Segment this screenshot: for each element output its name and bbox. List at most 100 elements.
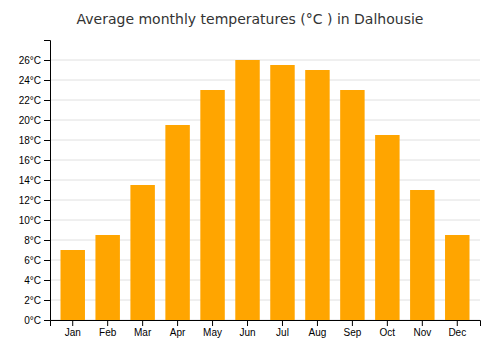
- y-tick: 16°C: [19, 155, 50, 166]
- grid-line: [50, 180, 480, 181]
- y-axis: 0°C 2°C 4°C 6°C 8°C 10°C 12°C 14°C 16°C 18°C 20°C 2…: [19, 41, 51, 326]
- x-tick: Feb: [99, 320, 117, 338]
- x-tick-label: Aug: [309, 327, 327, 338]
- x-tick-mark: [457, 320, 458, 326]
- y-tick-mark: [44, 180, 50, 181]
- x-tick: Nov: [413, 320, 431, 338]
- bar: [305, 70, 329, 320]
- x-tick-label: Oct: [380, 327, 396, 338]
- title: Average monthly temperatures (°C ) in Da…: [77, 11, 424, 27]
- y-tick-label: 4°C: [24, 275, 41, 286]
- grid: [50, 60, 480, 320]
- x-tick-mark: [142, 320, 143, 326]
- y-tick-mark: [44, 220, 50, 221]
- y-tick-label: 14°C: [19, 175, 41, 186]
- y-tick: 6°C: [24, 255, 50, 266]
- bar: [235, 60, 259, 320]
- bar: [375, 135, 399, 320]
- y-tick-label: 20°C: [19, 115, 41, 126]
- bar: [95, 235, 119, 320]
- x-tick-label: Dec: [448, 327, 466, 338]
- y-tick-mark: [44, 100, 50, 101]
- y-tick-label: 0°C: [24, 315, 41, 326]
- x-tick-mark: [212, 320, 213, 326]
- y-tick-mark: [44, 60, 50, 61]
- y-tick-label: 6°C: [24, 255, 41, 266]
- x-tick-label: Nov: [413, 327, 431, 338]
- x-tick-mark: [387, 320, 388, 326]
- y-tick: 24°C: [19, 75, 50, 86]
- y-tick: 2°C: [24, 295, 50, 306]
- y-tick-label: 24°C: [19, 75, 41, 86]
- x-axis-line: [51, 321, 481, 327]
- y-tick-label: 18°C: [19, 135, 41, 146]
- x-tick: Dec: [448, 320, 466, 338]
- x-tick-mark: [317, 320, 318, 326]
- x-tick: Mar: [134, 320, 152, 338]
- y-tick: 0°C: [24, 315, 50, 326]
- y-tick-label: 22°C: [19, 95, 41, 106]
- x-tick-mark: [247, 320, 248, 326]
- x-tick-label: Jun: [239, 327, 255, 338]
- x-tick-label: Feb: [99, 327, 117, 338]
- y-tick: 20°C: [19, 115, 50, 126]
- x-tick: Oct: [380, 320, 396, 338]
- bar: [340, 90, 364, 320]
- y-tick: 8°C: [24, 235, 50, 246]
- bar: [60, 250, 84, 320]
- grid-line: [50, 160, 480, 161]
- x-tick-label: Apr: [170, 327, 186, 338]
- chart: Jan Feb Mar Apr May Jun Jul Aug Sep Oct Nov Dec 0°C 2…: [0, 0, 500, 350]
- bar: [165, 125, 189, 320]
- y-tick: 4°C: [24, 275, 50, 286]
- y-tick: 18°C: [19, 135, 50, 146]
- grid-line: [50, 100, 480, 101]
- x-tick-label: Mar: [134, 327, 152, 338]
- x-tick-label: Jan: [65, 327, 81, 338]
- y-tick-label: 26°C: [19, 55, 41, 66]
- x-tick-label: Jul: [276, 327, 289, 338]
- x-tick: Apr: [170, 320, 186, 338]
- bar: [130, 185, 154, 320]
- y-tick-mark: [44, 280, 50, 281]
- x-tick-mark: [177, 320, 178, 326]
- grid-line: [50, 140, 480, 141]
- y-tick-mark: [44, 160, 50, 161]
- grid-line: [50, 80, 480, 81]
- x-tick-mark: [422, 320, 423, 326]
- bar: [200, 90, 224, 320]
- x-tick-label: May: [203, 327, 222, 338]
- y-tick: 26°C: [19, 55, 50, 66]
- x-tick: Aug: [309, 320, 327, 338]
- y-tick-mark: [44, 260, 50, 261]
- x-tick-mark: [282, 320, 283, 326]
- y-tick-mark: [44, 320, 50, 321]
- x-axis: Jan Feb Mar Apr May Jun Jul Aug Sep Oct Nov Dec: [51, 320, 481, 338]
- y-tick-mark: [44, 300, 50, 301]
- y-tick: 14°C: [19, 175, 50, 186]
- y-tick: 22°C: [19, 95, 50, 106]
- y-tick-mark: [44, 140, 50, 141]
- x-tick-mark: [107, 320, 108, 326]
- x-tick: Jul: [276, 320, 289, 338]
- y-tick-label: 8°C: [24, 235, 41, 246]
- grid-line: [50, 120, 480, 121]
- x-tick-mark: [352, 320, 353, 326]
- bar: [410, 190, 434, 320]
- y-tick-label: 12°C: [19, 195, 41, 206]
- y-tick: 12°C: [19, 195, 50, 206]
- x-tick-mark: [72, 320, 73, 326]
- x-tick: Jan: [65, 320, 81, 338]
- y-tick-mark: [44, 80, 50, 81]
- y-tick-mark: [44, 240, 50, 241]
- y-axis-line: [44, 41, 51, 321]
- bar: [445, 235, 469, 320]
- x-tick: Jun: [239, 320, 255, 338]
- y-tick-mark: [44, 200, 50, 201]
- x-tick: Sep: [343, 320, 361, 338]
- y-tick: 10°C: [19, 215, 50, 226]
- y-tick-mark: [44, 120, 50, 121]
- x-tick-label: Sep: [343, 327, 361, 338]
- y-tick-label: 2°C: [24, 295, 41, 306]
- y-tick-label: 16°C: [19, 155, 41, 166]
